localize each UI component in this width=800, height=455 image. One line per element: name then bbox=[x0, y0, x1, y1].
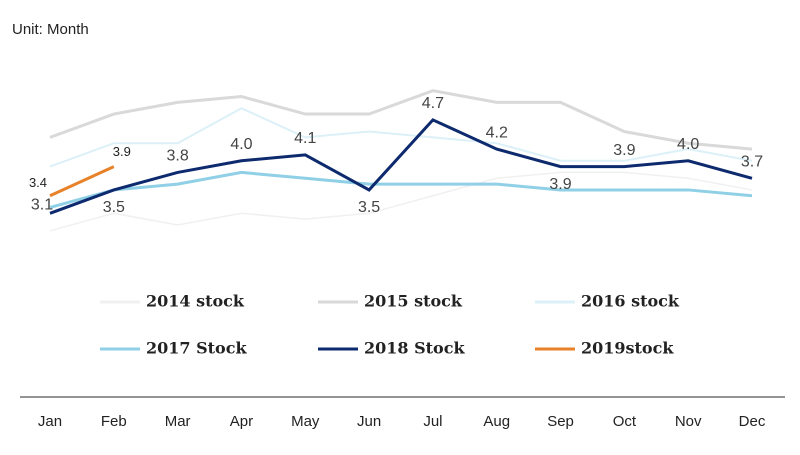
series-line bbox=[49, 89, 753, 151]
data-label: 4.1 bbox=[294, 130, 316, 147]
x-tick-label: Jul bbox=[423, 413, 442, 430]
data-label: 3.5 bbox=[103, 199, 125, 216]
series-line bbox=[49, 165, 115, 198]
data-label: 4.2 bbox=[486, 124, 508, 141]
x-tick-label: Nov bbox=[675, 413, 702, 430]
data-label: 3.9 bbox=[613, 142, 635, 159]
unit-label: Unit: Month bbox=[12, 21, 89, 38]
data-label: 3.4 bbox=[29, 175, 47, 190]
x-tick-label: May bbox=[291, 413, 320, 430]
data-label: 4.7 bbox=[422, 95, 444, 112]
x-tick-label: Jan bbox=[38, 413, 62, 430]
legend-label: 2017 Stock bbox=[146, 339, 247, 358]
series-line bbox=[49, 118, 753, 215]
data-label: 4.0 bbox=[677, 136, 699, 153]
series-line bbox=[49, 171, 753, 232]
series-line bbox=[49, 107, 753, 168]
legend-label: 2018 Stock bbox=[364, 339, 465, 358]
legend-label: 2015 stock bbox=[364, 292, 463, 311]
legend-label: 2019stock bbox=[581, 339, 674, 358]
x-tick-label: Aug bbox=[483, 413, 510, 430]
x-tick-label: Oct bbox=[613, 413, 637, 430]
x-tick-label: Mar bbox=[165, 413, 191, 430]
x-tick-label: Feb bbox=[101, 413, 127, 430]
data-label: 4.0 bbox=[230, 136, 252, 153]
x-tick-label: Dec bbox=[739, 413, 766, 430]
data-label: 3.9 bbox=[549, 176, 571, 193]
legend-label: 2014 stock bbox=[146, 292, 245, 311]
series-line bbox=[49, 170, 753, 209]
data-label: 3.7 bbox=[741, 153, 763, 170]
x-tick-label: Apr bbox=[230, 413, 253, 430]
data-label: 3.9 bbox=[113, 144, 131, 159]
x-tick-label: Jun bbox=[357, 413, 381, 430]
data-label: 3.8 bbox=[167, 148, 189, 165]
data-label: 3.1 bbox=[31, 197, 53, 214]
data-label: 3.5 bbox=[358, 199, 380, 216]
x-tick-label: Sep bbox=[547, 413, 574, 430]
legend-label: 2016 stock bbox=[581, 292, 680, 311]
